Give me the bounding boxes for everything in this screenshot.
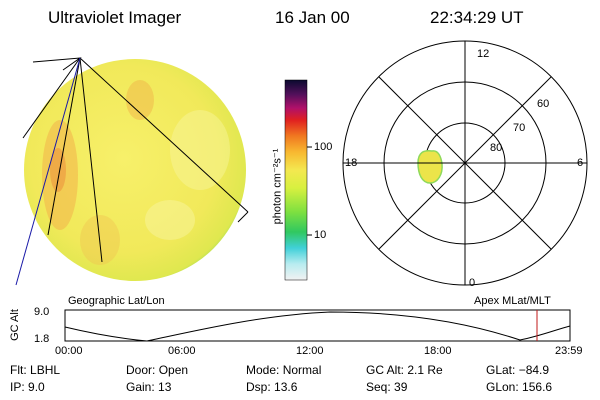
colorbar-unit-label: photon cm⁻²s⁻¹ (271, 148, 284, 225)
apex-label: Apex MLat/MLT (474, 295, 551, 307)
date-label: 16 Jan 00 (275, 8, 350, 27)
uv-disk (24, 59, 246, 281)
info-mode: Mode: Normal (246, 363, 322, 377)
colorbar (284, 79, 312, 281)
lat-label-70: 70 (513, 122, 526, 134)
mlt-label-6: 6 (577, 157, 584, 169)
info-ip: IP: 9.0 (10, 380, 45, 394)
colorbar-scale (284, 79, 308, 281)
terminator-line (15, 57, 81, 286)
lat-label-80: 80 (490, 142, 503, 154)
info-seq: Seq: 39 (366, 380, 408, 394)
mlt-label-0: 0 (469, 277, 476, 289)
mlt-label-12: 12 (477, 48, 490, 60)
info-glon: GLon: 156.6 (486, 380, 553, 394)
colorbar-tick-100: 100 (314, 141, 333, 153)
geographic-label: Geographic Lat/Lon (68, 295, 165, 307)
altitude-ytick-1-8: 1.8 (34, 333, 50, 345)
info-glat: GLat: −84.9 (486, 363, 550, 377)
info-gain: Gain: 13 (126, 380, 172, 394)
mlt-label-18: 18 (345, 157, 358, 169)
time-tick-1800: 18:00 (424, 345, 452, 357)
time-tick-0600: 06:00 (168, 345, 196, 357)
info-door: Door: Open (126, 363, 189, 377)
geographic-grid-lines (22, 57, 249, 263)
time-label: 22:34:29 UT (430, 8, 524, 27)
info-flt: Flt: LBHL (10, 363, 61, 377)
altitude-plot-frame (64, 309, 571, 342)
altitude-plot (64, 309, 571, 342)
altitude-ylabel: GC Alt (9, 309, 21, 341)
altitude-curve (64, 311, 571, 342)
instrument-title: Ultraviolet Imager (48, 8, 182, 27)
info-dsp: Dsp: 13.6 (246, 380, 298, 394)
lat-label-60: 60 (537, 98, 550, 110)
uv-emission-texture (42, 80, 230, 265)
time-tick-0000: 00:00 (55, 345, 83, 357)
altitude-ytick-9: 9.0 (34, 306, 50, 318)
time-tick-1200: 12:00 (296, 345, 324, 357)
auroral-oval-patch (417, 150, 443, 184)
info-gc-alt: GC Alt: 2.1 Re (366, 363, 443, 377)
colorbar-tick-10: 10 (314, 229, 327, 241)
uv-image-panel (15, 57, 249, 286)
time-tick-2359: 23:59 (555, 345, 583, 357)
